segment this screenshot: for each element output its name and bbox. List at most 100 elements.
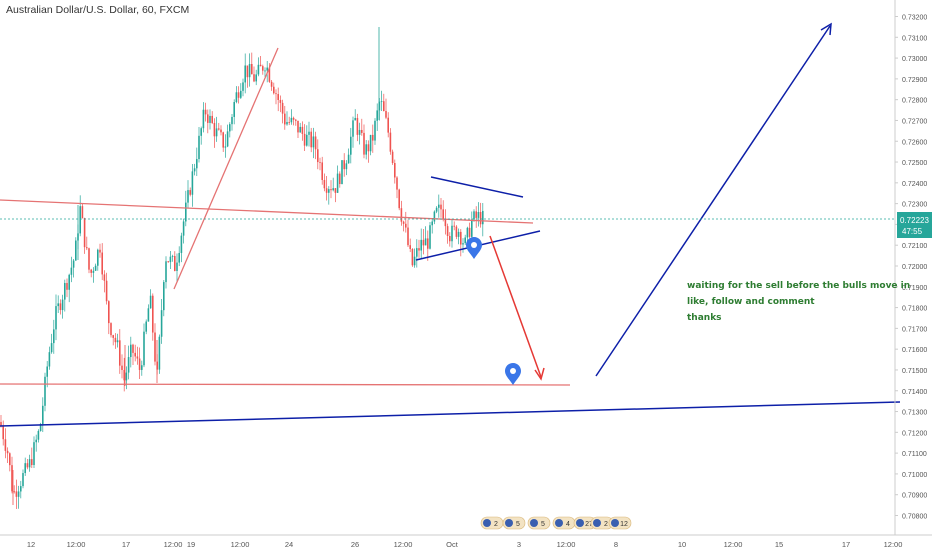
candle-body bbox=[286, 122, 288, 125]
candle-body bbox=[209, 115, 211, 123]
candle-body bbox=[154, 332, 156, 362]
event-badge[interactable]: 2 bbox=[590, 516, 614, 530]
candle-body bbox=[224, 146, 227, 148]
candle-body bbox=[0, 421, 2, 427]
candle-body bbox=[413, 256, 416, 266]
event-badge[interactable]: 5 bbox=[527, 516, 551, 530]
y-tick-label: 0.72700 bbox=[902, 118, 927, 125]
candle-body bbox=[116, 340, 119, 343]
blue-long-trend-line[interactable] bbox=[0, 401, 901, 427]
candle-body bbox=[246, 65, 249, 78]
candlestick-series bbox=[0, 27, 484, 509]
x-tick-label: Oct bbox=[446, 540, 459, 549]
candle-body bbox=[202, 109, 205, 129]
event-badge[interactable]: 4 bbox=[552, 516, 576, 530]
candle-body bbox=[211, 115, 213, 123]
x-tick-label: 3 bbox=[517, 540, 521, 549]
candle-body bbox=[103, 274, 106, 281]
candle-body bbox=[266, 67, 268, 71]
candle-body bbox=[424, 238, 427, 246]
candle-body bbox=[101, 252, 103, 275]
flag-icon bbox=[593, 519, 601, 527]
candle-body bbox=[35, 439, 37, 443]
candle-body bbox=[235, 92, 238, 103]
sell-arrow[interactable] bbox=[489, 235, 542, 378]
x-tick-label: 24 bbox=[285, 540, 293, 549]
y-tick-label: 0.70800 bbox=[902, 514, 927, 521]
candle-body bbox=[121, 365, 123, 370]
candle-body bbox=[350, 136, 352, 155]
candle-body bbox=[325, 188, 328, 193]
y-tick-label: 0.72400 bbox=[902, 181, 927, 188]
triangle-upper-line[interactable] bbox=[430, 176, 524, 198]
candle-body bbox=[482, 210, 484, 225]
candle-body bbox=[105, 280, 108, 302]
candle-body bbox=[253, 74, 255, 82]
candle-body bbox=[167, 261, 169, 263]
candle-body bbox=[143, 331, 145, 366]
candle-body bbox=[189, 190, 191, 195]
x-tick-label: 19 bbox=[187, 540, 195, 549]
candle-body bbox=[70, 267, 73, 275]
candle-body bbox=[479, 212, 482, 225]
x-tick-label: 12:00 bbox=[164, 540, 183, 549]
candle-body bbox=[310, 131, 312, 148]
candle-body bbox=[112, 335, 114, 338]
event-badge[interactable]: 12 bbox=[608, 516, 632, 530]
candle-body bbox=[389, 132, 392, 152]
candle-body bbox=[345, 163, 348, 170]
event-badge-count: 5 bbox=[516, 521, 520, 528]
candle-body bbox=[455, 226, 458, 237]
red-uptrend-line[interactable] bbox=[173, 47, 279, 290]
candle-body bbox=[149, 295, 152, 309]
candle-body bbox=[446, 226, 449, 237]
last-price-tag: 0.72223 47:55 bbox=[897, 212, 932, 238]
candle-body bbox=[451, 225, 453, 242]
candle-body bbox=[460, 231, 462, 245]
candle-body bbox=[444, 219, 447, 227]
candle-body bbox=[141, 365, 143, 370]
candle-body bbox=[380, 101, 383, 103]
candle-body bbox=[171, 256, 174, 257]
candle-body bbox=[174, 256, 176, 271]
candle-body bbox=[125, 372, 128, 381]
buy-arrow[interactable] bbox=[595, 25, 831, 377]
y-tick-label: 0.71500 bbox=[902, 368, 927, 375]
location-pin-icon[interactable] bbox=[505, 363, 521, 385]
candle-body bbox=[37, 430, 40, 440]
candle-body bbox=[83, 218, 86, 248]
candle-body bbox=[11, 465, 13, 492]
candle-body bbox=[187, 190, 189, 203]
event-badges[interactable]: 2 5 5 4 27 2 12 bbox=[480, 516, 632, 530]
location-pin-icon[interactable] bbox=[466, 237, 482, 259]
event-badge[interactable]: 2 bbox=[480, 516, 504, 530]
event-badge-count: 4 bbox=[566, 521, 570, 528]
y-tick-label: 0.72600 bbox=[902, 139, 927, 146]
event-badge[interactable]: 5 bbox=[502, 516, 526, 530]
buy-arrow-head bbox=[820, 22, 832, 36]
candle-body bbox=[367, 144, 370, 152]
candle-body bbox=[92, 270, 95, 273]
candle-body bbox=[152, 295, 154, 333]
candle-body bbox=[99, 249, 101, 253]
candle-body bbox=[398, 189, 400, 209]
candle-body bbox=[22, 473, 24, 487]
candle-body bbox=[400, 208, 403, 222]
annotation-line-2: like, follow and comment bbox=[687, 297, 815, 307]
candle-body bbox=[314, 136, 317, 150]
candle-body bbox=[288, 122, 290, 123]
chart-title: Australian Dollar/U.S. Dollar, 60, FXCM bbox=[6, 4, 190, 16]
candle-body bbox=[233, 102, 235, 117]
candle-body bbox=[394, 162, 396, 178]
y-tick-label: 0.72500 bbox=[902, 160, 927, 167]
candle-body bbox=[200, 128, 202, 136]
candle-body bbox=[396, 177, 398, 190]
red-horizontal-target-line[interactable] bbox=[0, 383, 571, 386]
candle-body bbox=[251, 64, 253, 75]
candle-body bbox=[268, 67, 271, 82]
candle-body bbox=[301, 126, 304, 134]
candle-body bbox=[130, 344, 132, 358]
x-tick-label: 12:00 bbox=[231, 540, 250, 549]
